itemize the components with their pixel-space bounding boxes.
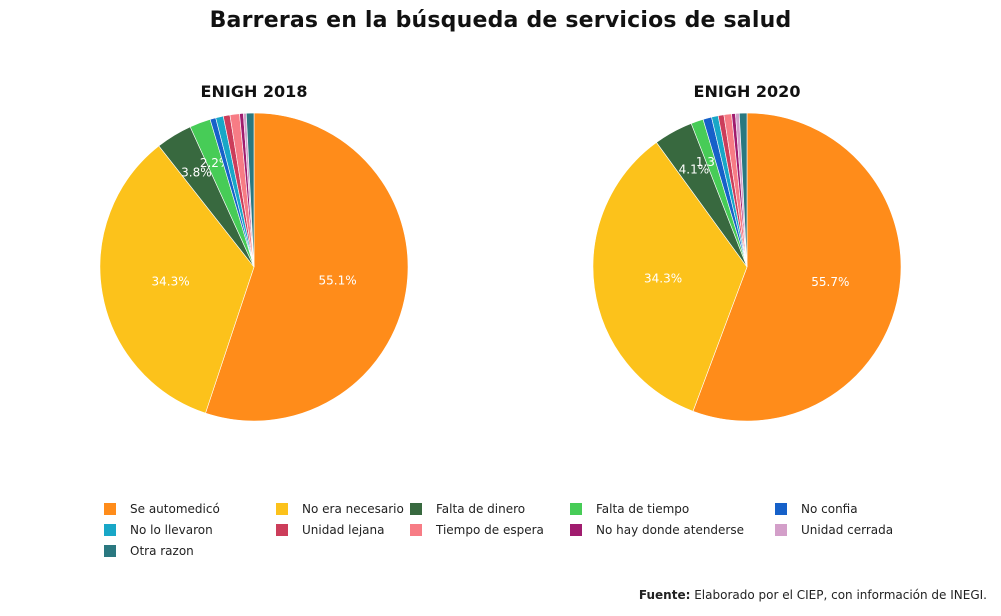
legend-swatch xyxy=(104,503,116,515)
legend-item[interactable]: Otra razon xyxy=(104,542,194,560)
legend-swatch xyxy=(775,503,787,515)
legend-label: No hay donde atenderse xyxy=(596,523,745,537)
legend-item[interactable]: Unidad cerrada xyxy=(775,521,893,539)
legend-item[interactable]: No lo llevaron xyxy=(104,521,213,539)
pie-data-label: 55.7% xyxy=(811,275,849,289)
source-label: Fuente: xyxy=(638,588,691,602)
source-note: Fuente: Elaborado por el CIEP, con infor… xyxy=(639,588,987,602)
legend-label: Unidad lejana xyxy=(302,523,385,537)
legend-label: Se automedicó xyxy=(130,502,220,516)
legend-item[interactable]: No era necesario xyxy=(276,500,404,518)
legend-label: Otra razon xyxy=(130,544,194,558)
pie-data-label: 55.1% xyxy=(319,274,357,288)
legend-swatch xyxy=(104,524,116,536)
pie-title: ENIGH 2020 xyxy=(694,82,801,101)
legend-item[interactable]: No confia xyxy=(775,500,858,518)
legend-label: Falta de dinero xyxy=(436,502,526,516)
legend-swatch xyxy=(775,524,787,536)
legend-item[interactable]: Falta de tiempo xyxy=(570,500,689,518)
chart-title: Barreras en la búsqueda de servicios de … xyxy=(209,8,792,33)
legend-item[interactable]: Falta de dinero xyxy=(410,500,525,518)
legend-label: No confia xyxy=(801,502,858,516)
legend-label: Tiempo de espera xyxy=(436,523,544,537)
legend-swatch xyxy=(410,503,422,515)
pie-title: ENIGH 2018 xyxy=(201,82,308,101)
pie-slice-se-automedic-[interactable] xyxy=(205,112,409,422)
legend-item[interactable]: Se automedicó xyxy=(104,500,220,518)
pie-data-label: 34.3% xyxy=(644,271,682,285)
pie-slice-no-era-necesario[interactable] xyxy=(592,141,748,412)
pie-slice-no-era-necesario[interactable] xyxy=(99,145,255,414)
legend-swatch xyxy=(410,524,422,536)
legend-label: Unidad cerrada xyxy=(801,523,894,537)
legend-label: No era necesario xyxy=(302,502,404,516)
legend-swatch xyxy=(104,545,116,557)
pie-data-label: 3.8% xyxy=(181,165,212,179)
source-text: Elaborado por el CIEP, con información d… xyxy=(694,588,987,602)
legend-swatch xyxy=(276,524,288,536)
legend-swatch xyxy=(276,503,288,515)
legend-label: Falta de tiempo xyxy=(596,502,690,516)
pie-data-label: 4.1% xyxy=(679,163,710,177)
legend-label: No lo llevaron xyxy=(130,523,213,537)
pie-slice-se-automedic-[interactable] xyxy=(692,112,902,422)
pie-slice-otra-razon[interactable] xyxy=(245,112,255,268)
legend-swatch xyxy=(570,524,582,536)
pie-data-label: 34.3% xyxy=(152,275,190,289)
legend-swatch xyxy=(570,503,582,515)
legend-item[interactable]: Tiempo de espera xyxy=(410,521,544,539)
pie-slice-otra-razon[interactable] xyxy=(738,112,748,268)
legend-item[interactable]: Unidad lejana xyxy=(276,521,385,539)
legend-item[interactable]: No hay donde atenderse xyxy=(570,521,744,539)
